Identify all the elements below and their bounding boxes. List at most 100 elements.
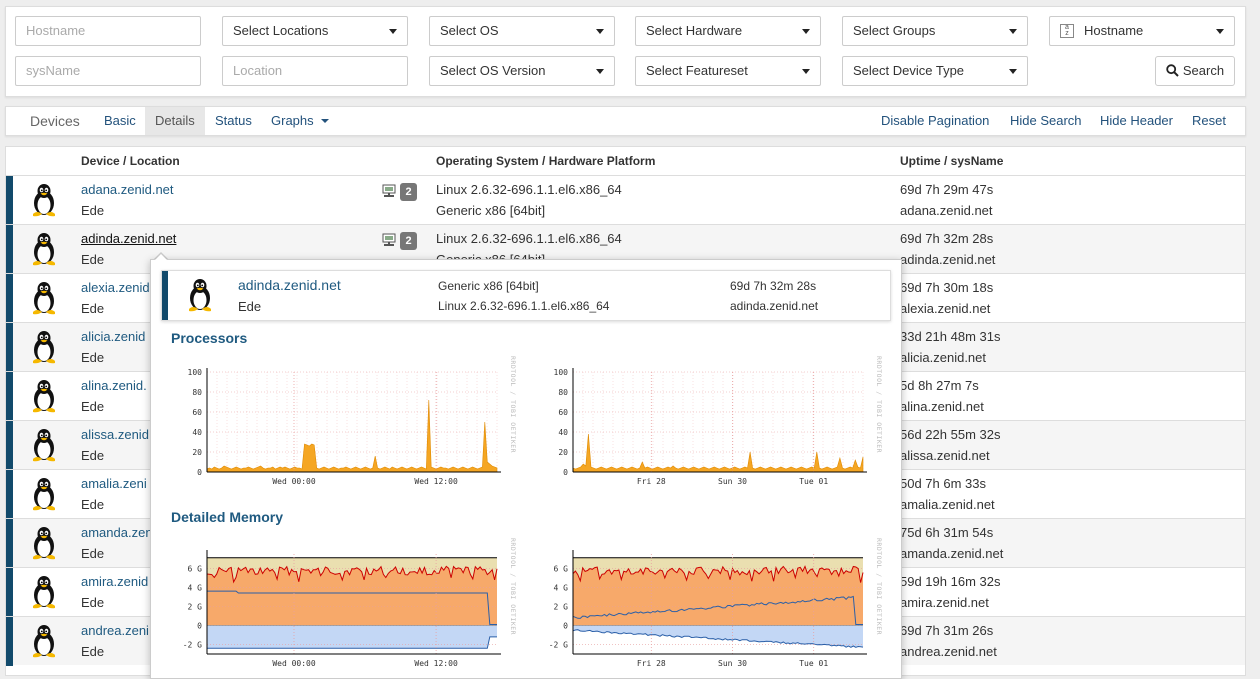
g2-mem-y-tick-label: 6 G [188,564,203,573]
groups-select-label: Select Groups [853,23,936,38]
g1-cpu-watermark: RRDTOOL / TOBI OETIKER [875,356,883,453]
g2-mem-x-tick-label: Wed 12:00 [414,659,458,668]
device-hostname-link[interactable]: andrea.zeni [81,623,149,638]
popup-hostname[interactable]: adinda.zenid.net [238,277,341,293]
device-hostname-link[interactable]: adana.zenid.net [81,182,174,197]
processors-graph-week[interactable]: 100 80 60 40 20 0 Fri 28 Sun 30 Tue 01 RRDTOOL / … [525,350,887,493]
device-hostname-link[interactable]: alina.zenid. [81,378,147,393]
os-version-select[interactable]: Select OS Version [429,56,615,86]
g1-cpu-y-tick-label: 0 [563,468,568,477]
linux-tux-icon [186,278,214,315]
g3-mem-swap-area [573,625,863,648]
devices-title: Devices [30,113,80,129]
g1-cpu-y-tick-label: 40 [558,428,568,437]
device-uptime: 59d 19h 16m 32s [900,574,1001,589]
status-bar [6,372,13,421]
featureset-select[interactable]: Select Featureset [635,56,821,86]
device-type-select-label: Select Device Type [853,63,965,78]
g2-mem-cache-area [207,557,497,582]
g3-mem-x-tick-label: Fri 28 [637,659,666,668]
device-sysname: adana.zenid.net [900,203,993,218]
device-uptime: 69d 7h 30m 18s [900,280,994,295]
status-bar [6,568,13,617]
sysname-input[interactable]: sysName [15,56,201,86]
reset-link[interactable]: Reset [1192,113,1226,128]
popup-os: Linux 2.6.32-696.1.1.el6.x86_64 [438,299,610,313]
g1-cpu-series-area [572,433,864,473]
device-hostname-link[interactable]: adinda.zenid.net [81,231,177,246]
g3-mem-y-tick-label: 2 G [554,602,569,611]
g1-cpu-y-tick-label: 80 [558,388,568,397]
hardware-select[interactable]: Select Hardware [635,16,821,46]
search-button[interactable]: Search [1155,56,1235,86]
device-hostname-link[interactable]: amira.zenid [81,574,149,589]
g3-mem-y-tick-label: 0 [563,621,568,630]
processors-graph-day[interactable]: 100 80 60 40 20 0 Wed 00:00 Wed 12:00 RRDTOOL / … [159,350,521,493]
g0-cpu-x-tick-label: Wed 00:00 [272,477,316,486]
device-hostname-link[interactable]: amanda.zen [81,525,153,540]
tab-graphs[interactable]: Graphs [271,107,330,135]
g0-cpu-y-tick-label: 80 [192,388,202,397]
popup-location: Ede [238,299,262,314]
groups-select[interactable]: Select Groups [842,16,1028,46]
disable-pagination-link[interactable]: Disable Pagination [881,113,990,128]
g3-mem-watermark: RRDTOOL / TOBI OETIKER [875,538,883,635]
device-hostname-link[interactable]: amalia.zeni [81,476,147,491]
ports-icon[interactable] [382,184,396,201]
device-location: Ede [81,203,105,218]
tab-status[interactable]: Status [215,113,252,128]
g2-mem-used-line [206,565,498,584]
featureset-select-label: Select Featureset [646,63,748,78]
device-hostname-link[interactable]: alissa.zenid [81,427,149,442]
g3-mem-y-tick-label: 6 G [554,564,569,573]
os-select[interactable]: Select OS [429,16,615,46]
g2-mem-swap-line [207,636,497,649]
sort-select-label: Hostname [1084,23,1144,38]
status-bar [6,176,13,225]
tab-basic[interactable]: Basic [104,113,136,128]
g2-mem-y-tick-label: -2 G [183,640,202,649]
device-hostname-link[interactable]: alicia.zenid [81,329,146,344]
linux-tux-icon [30,526,58,563]
device-uptime: 69d 7h 29m 47s [900,182,994,197]
table-row[interactable]: adana.zenid.net Ede 69d 7h 29m 47s adana.ze… [6,175,1245,225]
linux-tux-icon [30,379,58,416]
g3-mem-x-tick-label: Sun 30 [718,659,747,668]
device-type-select[interactable]: Select Device Type [842,56,1028,86]
device-hostname-link[interactable]: alexia.zenid [81,280,150,295]
status-bar [6,519,13,568]
hostname-input[interactable]: Hostname [15,16,201,46]
ports-count-badge[interactable]: 2 [400,232,417,250]
hide-header-link[interactable]: Hide Header [1100,113,1173,128]
linux-tux-icon [30,281,58,318]
memory-graph-day[interactable]: 6 G 4 G 2 G 0 -2 G Wed 00:00 Wed 12:00 RRDTOOL … [159,532,521,675]
tab-details[interactable]: Details [145,107,205,135]
g2-mem-y-tick-label: 4 G [188,583,203,592]
g2-mem-swap-area [207,625,497,649]
linux-tux-icon [30,624,58,661]
g0-cpu-x-tick-label: Wed 12:00 [414,477,458,486]
g0-cpu-y-tick-label: 40 [192,428,202,437]
g3-mem-y-tick-label: -2 G [549,640,568,649]
device-uptime: 33d 21h 48m 31s [900,329,1001,344]
popup-arrow-inner [155,254,167,260]
device-popup: adinda.zenid.net Ede Generic x86 [64bit]… [150,259,902,679]
os-version-select-label: Select OS Version [440,63,546,78]
device-location: Ede [81,350,105,365]
locations-select[interactable]: Select Locations [222,16,408,46]
search-icon [1166,64,1179,77]
device-uptime: 69d 7h 31m 26s [900,623,994,638]
linux-tux-icon [30,575,58,612]
g2-mem-x-tick-label: Wed 00:00 [272,659,316,668]
linux-tux-icon [30,330,58,367]
ports-icon[interactable] [382,233,396,250]
hide-search-link[interactable]: Hide Search [1010,113,1082,128]
ports-count-badge[interactable]: 2 [400,183,417,201]
memory-graph-week[interactable]: 6 G 4 G 2 G 0 -2 G Fri 28 Sun 30 Tue 01 RRDTOOL … [525,532,887,675]
g3-mem-used-line [572,565,864,583]
header-device-location: Device / Location [81,154,180,168]
location-input[interactable]: Location [222,56,408,86]
device-sysname: alissa.zenid.net [900,448,990,463]
device-uptime: 5d 8h 27m 7s [900,378,979,393]
